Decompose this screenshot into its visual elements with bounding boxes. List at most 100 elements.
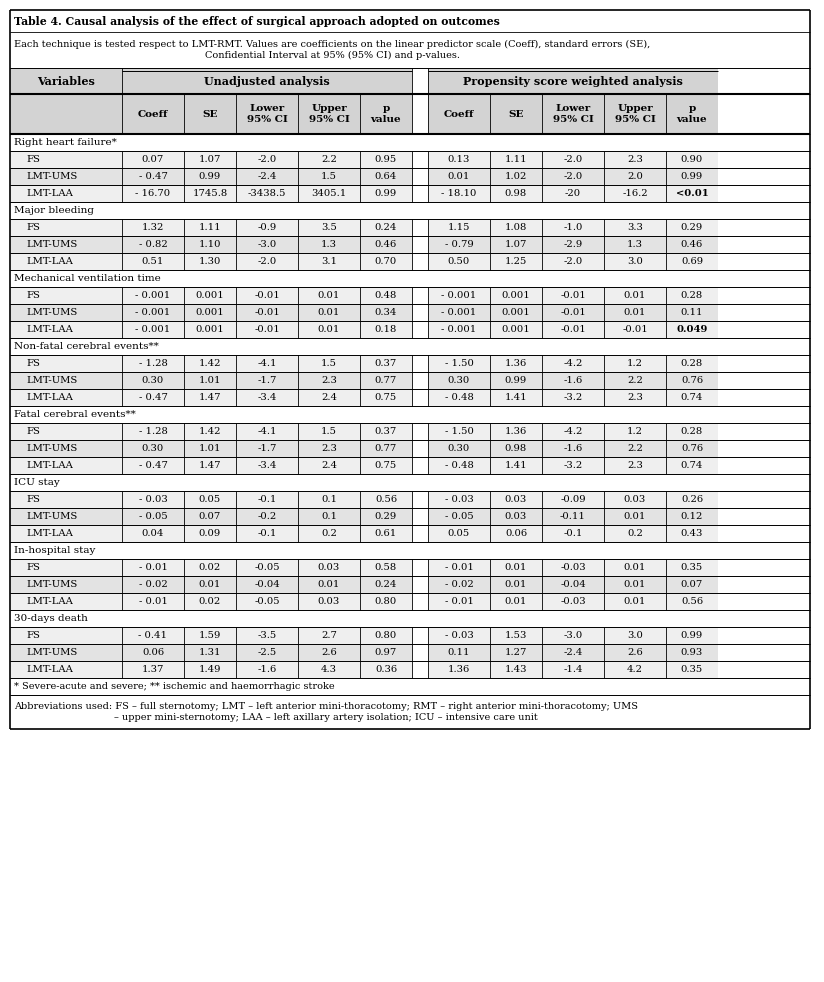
Text: 0.99: 0.99 bbox=[681, 631, 703, 640]
Bar bbox=[298, 372, 360, 389]
Text: - 1.28: - 1.28 bbox=[138, 427, 167, 436]
Bar bbox=[666, 423, 718, 440]
Bar bbox=[666, 508, 718, 525]
Text: 1.25: 1.25 bbox=[505, 257, 527, 266]
Text: -1.6: -1.6 bbox=[564, 444, 583, 453]
Text: - 0.02: - 0.02 bbox=[445, 580, 473, 589]
Bar bbox=[184, 627, 236, 644]
Bar bbox=[298, 321, 360, 338]
Bar bbox=[666, 440, 718, 457]
Text: 0.64: 0.64 bbox=[375, 172, 397, 181]
Text: 0.1: 0.1 bbox=[321, 495, 337, 504]
Bar bbox=[10, 270, 810, 287]
Text: 0.26: 0.26 bbox=[681, 495, 703, 504]
Text: -1.6: -1.6 bbox=[257, 665, 277, 674]
Text: 0.74: 0.74 bbox=[681, 461, 703, 470]
Bar bbox=[184, 185, 236, 202]
Bar bbox=[360, 185, 412, 202]
Bar bbox=[184, 355, 236, 372]
Text: - 0.05: - 0.05 bbox=[445, 512, 473, 521]
Text: -1.6: -1.6 bbox=[564, 376, 583, 385]
Bar bbox=[428, 457, 490, 474]
Text: -16.2: -16.2 bbox=[622, 189, 648, 198]
Text: 0.01: 0.01 bbox=[318, 308, 340, 317]
Text: 0.30: 0.30 bbox=[142, 376, 164, 385]
Bar bbox=[490, 508, 542, 525]
Bar bbox=[360, 355, 412, 372]
Text: SE: SE bbox=[508, 110, 524, 119]
Bar bbox=[10, 338, 810, 355]
Bar bbox=[490, 491, 542, 508]
Bar bbox=[542, 661, 604, 678]
Text: 0.13: 0.13 bbox=[447, 155, 471, 164]
Text: -1.0: -1.0 bbox=[564, 223, 583, 232]
Text: 3.0: 3.0 bbox=[627, 257, 643, 266]
Bar bbox=[184, 253, 236, 270]
Bar bbox=[10, 68, 122, 94]
Bar bbox=[122, 559, 184, 576]
Bar bbox=[184, 525, 236, 542]
Bar bbox=[184, 559, 236, 576]
Bar bbox=[428, 304, 490, 321]
Text: 2.2: 2.2 bbox=[627, 376, 643, 385]
Bar bbox=[122, 440, 184, 457]
Text: Upper
95% CI: Upper 95% CI bbox=[308, 104, 349, 124]
Text: - 16.70: - 16.70 bbox=[135, 189, 171, 198]
Text: 0.06: 0.06 bbox=[142, 648, 164, 657]
Text: 0.80: 0.80 bbox=[375, 631, 397, 640]
Bar bbox=[10, 559, 122, 576]
Bar bbox=[10, 134, 810, 151]
Bar bbox=[236, 321, 298, 338]
Text: 1.49: 1.49 bbox=[199, 665, 222, 674]
Bar bbox=[360, 627, 412, 644]
Text: Coeff: Coeff bbox=[444, 110, 474, 119]
Text: 1.08: 1.08 bbox=[505, 223, 527, 232]
Text: -2.4: -2.4 bbox=[257, 172, 277, 181]
Bar bbox=[604, 661, 666, 678]
Bar bbox=[412, 94, 428, 134]
Text: LMT-UMS: LMT-UMS bbox=[26, 444, 77, 453]
Text: 1.42: 1.42 bbox=[199, 359, 222, 368]
Bar bbox=[236, 491, 298, 508]
Bar bbox=[666, 457, 718, 474]
Bar bbox=[412, 287, 428, 304]
Text: FS: FS bbox=[26, 223, 40, 232]
Text: -0.03: -0.03 bbox=[560, 597, 586, 606]
Bar bbox=[122, 321, 184, 338]
Bar bbox=[360, 304, 412, 321]
Bar bbox=[666, 168, 718, 185]
Bar bbox=[428, 559, 490, 576]
Text: -3.0: -3.0 bbox=[564, 631, 583, 640]
Text: 1.53: 1.53 bbox=[505, 631, 527, 640]
Text: 0.01: 0.01 bbox=[624, 512, 646, 521]
Bar bbox=[604, 423, 666, 440]
Text: - 0.01: - 0.01 bbox=[445, 563, 474, 572]
Text: 0.29: 0.29 bbox=[375, 512, 397, 521]
Bar bbox=[412, 559, 428, 576]
Bar bbox=[604, 644, 666, 661]
Bar bbox=[10, 610, 810, 627]
Text: -4.1: -4.1 bbox=[257, 427, 277, 436]
Text: -0.1: -0.1 bbox=[257, 495, 277, 504]
Text: -0.1: -0.1 bbox=[257, 529, 277, 538]
Text: Propensity score weighted analysis: Propensity score weighted analysis bbox=[463, 76, 683, 86]
Text: 2.0: 2.0 bbox=[627, 172, 643, 181]
Bar bbox=[666, 236, 718, 253]
Bar bbox=[184, 593, 236, 610]
Bar bbox=[10, 32, 810, 68]
Text: 0.01: 0.01 bbox=[505, 597, 527, 606]
Bar bbox=[604, 151, 666, 168]
Text: 1.31: 1.31 bbox=[199, 648, 222, 657]
Text: 0.01: 0.01 bbox=[624, 291, 646, 300]
Bar bbox=[236, 372, 298, 389]
Bar bbox=[428, 287, 490, 304]
Bar bbox=[298, 94, 360, 134]
Bar bbox=[428, 644, 490, 661]
Text: 0.70: 0.70 bbox=[375, 257, 397, 266]
Bar bbox=[542, 457, 604, 474]
Bar bbox=[236, 236, 298, 253]
Text: 0.56: 0.56 bbox=[375, 495, 397, 504]
Bar bbox=[666, 593, 718, 610]
Text: 1.07: 1.07 bbox=[505, 240, 527, 249]
Bar bbox=[10, 185, 122, 202]
